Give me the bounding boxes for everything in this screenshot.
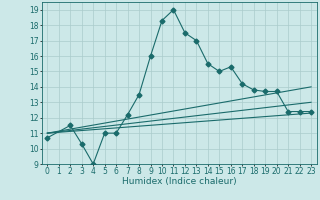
X-axis label: Humidex (Indice chaleur): Humidex (Indice chaleur)	[122, 177, 236, 186]
